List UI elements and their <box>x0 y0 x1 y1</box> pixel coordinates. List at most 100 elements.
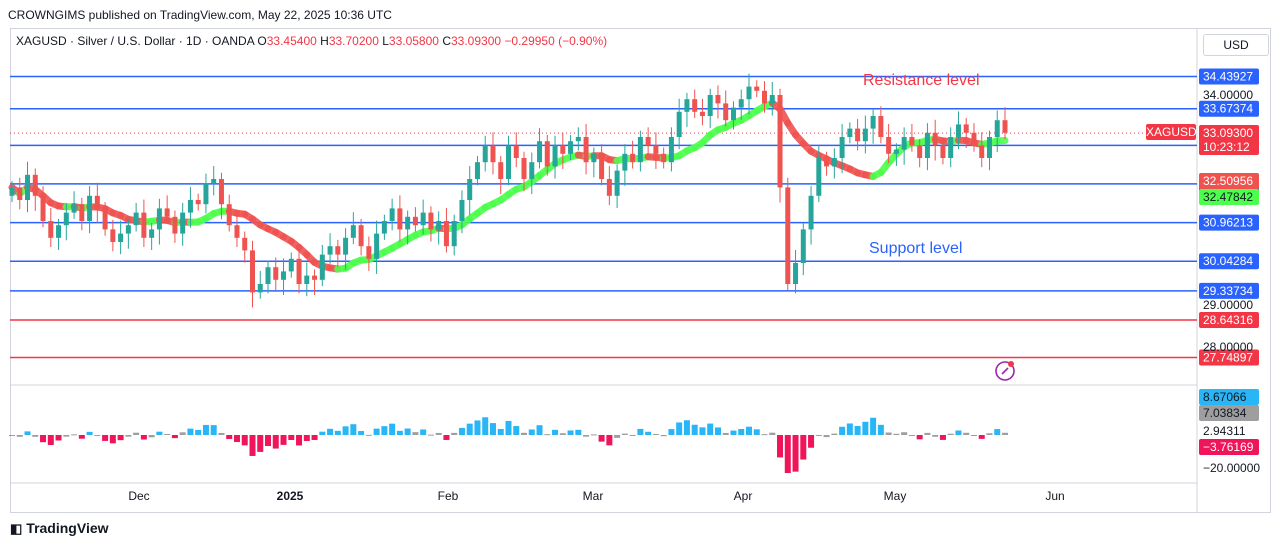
histogram-bar <box>195 429 202 435</box>
histogram-bar <box>466 423 473 435</box>
candle-body <box>172 216 178 234</box>
legend-high-label: H <box>320 34 329 48</box>
time-label-5: May <box>884 489 907 503</box>
candle-body <box>793 263 799 284</box>
price-tag-blue-4-bg <box>1199 214 1259 231</box>
histogram-bar <box>373 428 380 435</box>
tradingview-footer[interactable]: ◧ TradingView <box>10 520 109 537</box>
histogram-bar <box>1002 432 1008 435</box>
candle-body <box>707 95 713 116</box>
histogram-bar <box>629 435 636 437</box>
osc-tag-gray-text: 7.03834 <box>1203 406 1247 420</box>
histogram-bar <box>583 435 590 437</box>
legend-open: 33.45400 <box>266 34 317 48</box>
footer-brand: TradingView <box>26 520 109 536</box>
candle-body <box>327 246 333 255</box>
candle-body <box>110 229 116 242</box>
histogram-bar <box>420 429 427 435</box>
histogram-bar <box>458 427 465 435</box>
histogram-bar <box>777 435 784 458</box>
candle-body <box>9 187 15 196</box>
histogram-bar <box>691 424 698 435</box>
price-tick-2-text: 28.00000 <box>1203 340 1253 354</box>
histogram-bar <box>164 433 171 435</box>
histogram-bar <box>722 432 729 435</box>
candle-body <box>195 200 201 205</box>
candle-body <box>699 111 705 116</box>
price-scale-labels: 34.4392733.6737432.8012531.8840530.96213… <box>1199 68 1260 475</box>
histogram-bar <box>559 433 566 435</box>
histogram-bar <box>435 432 442 435</box>
candle-body <box>824 158 830 167</box>
candle-body <box>265 267 271 284</box>
histogram-bar <box>218 432 225 435</box>
candle-body <box>506 145 511 179</box>
tradingview-logo-icon: ◧ <box>10 521 23 536</box>
candle-body <box>482 145 488 163</box>
alert-icon[interactable] <box>995 361 1015 381</box>
histogram-bar <box>823 435 830 438</box>
histogram-bar <box>637 428 644 435</box>
histogram-bar <box>660 435 667 437</box>
histogram-bar <box>536 425 543 435</box>
price-tag-blue-1-text: 33.67374 <box>1203 102 1253 116</box>
histogram-bar <box>614 435 621 438</box>
currency-selector[interactable]: USD <box>1203 34 1269 56</box>
candle-body <box>211 179 217 184</box>
price-tag-blue-0: 34.43927 <box>1199 68 1259 85</box>
histogram-bar <box>334 430 341 435</box>
symbol-tag: XAGUSD <box>1146 124 1197 140</box>
histogram-bar <box>528 429 535 435</box>
histogram-bar <box>606 435 613 446</box>
histogram-bar <box>55 435 62 441</box>
candle-body <box>474 162 480 179</box>
candle-body <box>870 116 876 129</box>
candle-body <box>218 179 224 205</box>
candle-body <box>428 212 434 230</box>
osc-tick-zero-text: 2.94311 <box>1203 424 1246 438</box>
time-label-6: Jun <box>1045 489 1064 503</box>
legend-close-label: C <box>442 34 451 48</box>
candle-body <box>63 212 69 226</box>
candle-body <box>715 95 721 104</box>
histogram-bar <box>792 435 799 472</box>
price-tag-red-0: 28.64316 <box>1199 311 1259 328</box>
histogram-bar <box>590 434 597 436</box>
candle-body <box>226 204 232 226</box>
histogram-bar <box>358 431 365 435</box>
candle-body <box>358 225 364 247</box>
histogram-bar <box>730 430 737 435</box>
candle-body <box>909 137 915 146</box>
candle-body <box>886 137 892 154</box>
candle-body <box>343 237 349 255</box>
price-tag-blue-6: 29.33734 <box>1199 282 1259 299</box>
legend-low: 33.05800 <box>388 34 439 48</box>
histogram-bar <box>133 432 140 435</box>
time-label-2: Feb <box>438 489 459 503</box>
price-tag-red-1-text: 27.74897 <box>1203 351 1253 365</box>
legend-change: −0.29950 (−0.90%) <box>504 34 608 48</box>
candle-body <box>831 158 837 167</box>
histogram-bar <box>784 435 791 473</box>
price-tag-blue-6-bg <box>1199 282 1259 299</box>
candle-body <box>560 145 566 154</box>
histogram-bar <box>241 435 248 446</box>
candle-body <box>746 86 752 100</box>
histogram-bar <box>699 427 706 435</box>
candle-body <box>552 145 558 167</box>
candle-body <box>94 195 100 209</box>
price-tag-blue-5: 30.04284 <box>1199 253 1259 270</box>
candle-body <box>839 137 845 158</box>
price-tag-blue-1-bg <box>1199 100 1259 117</box>
histogram-bar <box>862 421 869 435</box>
price-tag-ma-red: 32.50956 <box>1199 173 1259 189</box>
histogram-bar <box>808 435 815 448</box>
candle-body <box>684 99 690 112</box>
candle-body <box>994 120 1000 137</box>
legend-high: 33.70200 <box>328 34 379 48</box>
candle-body <box>637 137 643 163</box>
histogram-bar <box>117 435 124 441</box>
candle-body <box>312 275 318 280</box>
candle-body <box>948 137 954 158</box>
